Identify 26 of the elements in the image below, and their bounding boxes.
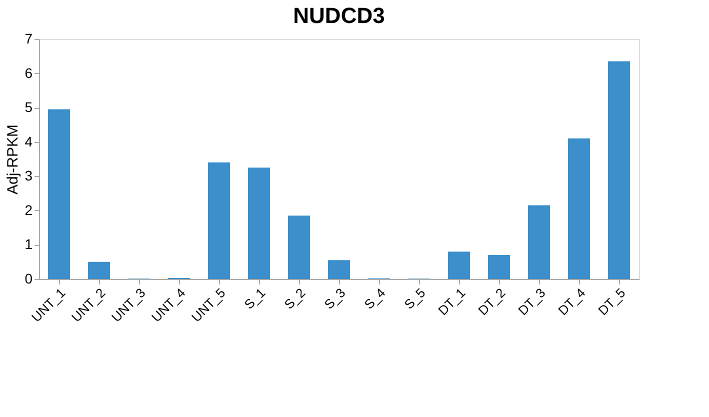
bar [208,162,230,279]
y-tick-label: 0 [24,270,33,286]
y-tick-label: 5 [24,99,33,116]
y-tick-label: 7 [24,30,33,46]
y-tick-label: 3 [24,168,33,184]
bar [248,168,270,279]
bar [528,205,550,279]
x-tick-label: S_5 [401,285,428,312]
x-tick-label: S_1 [241,285,268,312]
y-tick-label: 2 [24,202,33,218]
x-tick-label: S_4 [361,285,388,312]
bar [288,216,310,279]
y-tick-label: 1 [24,236,33,252]
y-tick-label: 4 [24,133,33,150]
bar [488,255,510,279]
bar [328,260,350,279]
bar [448,252,470,279]
y-tick-label: 6 [24,64,33,81]
bar [88,262,110,279]
bar [608,61,630,279]
bar [48,109,70,279]
x-tick-label: S_3 [321,285,348,312]
y-axis-title: Adj-RPKM [4,124,22,195]
bar [568,138,590,279]
x-tick-label: S_2 [281,285,308,312]
chart-title: NUDCD3 [293,3,385,28]
